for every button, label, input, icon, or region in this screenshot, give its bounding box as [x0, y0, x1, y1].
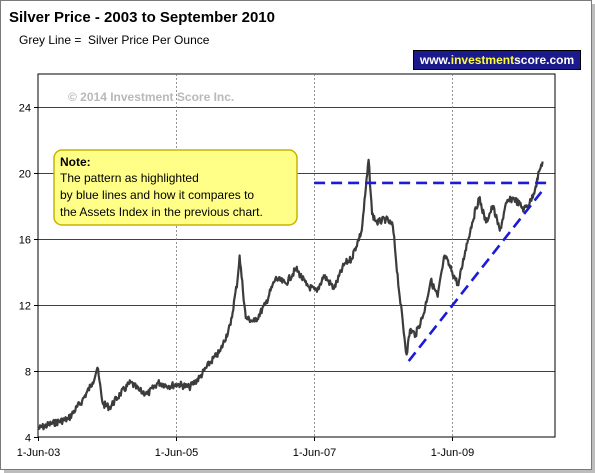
brand-highlight: investment [450, 53, 515, 67]
y-tick-label: 20 [19, 169, 31, 181]
note-line: the Assets Index in the previous chart. [60, 205, 263, 219]
frame-shadow-right [592, 4, 595, 473]
note-box: Note: The pattern as highlighted by blue… [53, 149, 298, 226]
x-tick-label: 1-Jun-05 [155, 447, 198, 459]
series-layer [37, 158, 547, 431]
note-heading: Note: [60, 155, 91, 169]
y-tick-label: 12 [19, 301, 31, 313]
y-axis: 4 8 12 16 20 24 [19, 103, 38, 445]
x-tick-label: 1-Jun-03 [17, 447, 60, 459]
price-line [37, 158, 544, 431]
note-line: by blue lines and how it compares to [60, 188, 254, 202]
brand-suffix: score.com [514, 53, 575, 67]
watermark: © 2014 Investment Score Inc. [68, 90, 234, 104]
note-line: The pattern as highlighted [60, 171, 199, 185]
y-tick-label: 4 [25, 433, 31, 445]
y-tick-label: 16 [19, 235, 31, 247]
chart-subtitle: Grey Line = Silver Price Per Ounce [19, 33, 210, 47]
x-tick-label: 1-Jun-07 [293, 447, 336, 459]
chart-title: Silver Price - 2003 to September 2010 [9, 9, 275, 26]
x-axis: 1-Jun-03 1-Jun-05 1-Jun-07 1-Jun-09 [17, 437, 474, 459]
plot-area [37, 73, 556, 438]
x-tick-label: 1-Jun-09 [431, 447, 474, 459]
y-tick-label: 8 [25, 367, 31, 379]
brand-link[interactable]: www.investmentscore.com [413, 50, 581, 70]
y-tick-label: 24 [19, 103, 31, 115]
brand-prefix: www. [419, 53, 451, 67]
note-background [53, 149, 298, 226]
grid [38, 74, 555, 437]
frame-shadow-bottom [4, 470, 595, 473]
trend-line [407, 186, 546, 362]
